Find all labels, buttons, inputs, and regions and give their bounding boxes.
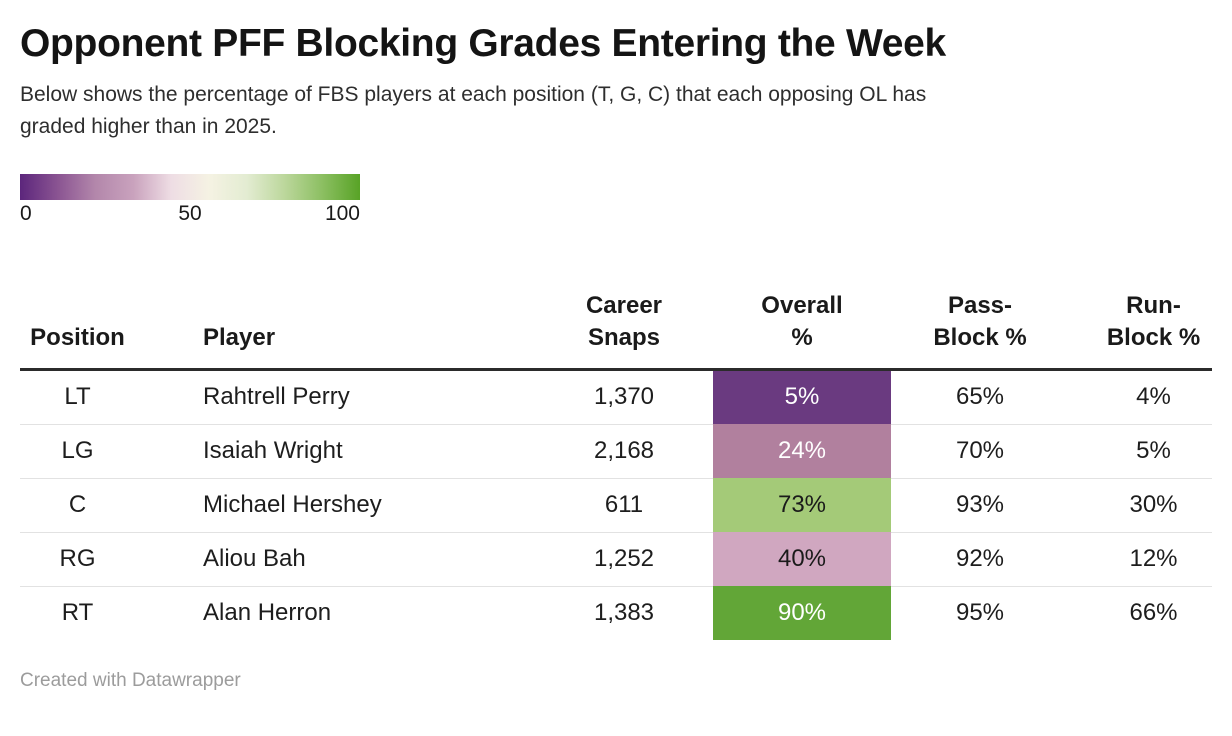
pass-block-cell: 93% bbox=[891, 478, 1069, 533]
run-block-cell: 4% bbox=[1069, 369, 1212, 425]
pass-block-cell: 92% bbox=[891, 532, 1069, 587]
legend-label-mid: 50 bbox=[178, 201, 202, 225]
position-cell: RG bbox=[20, 532, 135, 587]
blocking-grades-table: Position Player Career Snaps Overall % P… bbox=[20, 289, 1212, 640]
overall-pct-cell: 5% bbox=[713, 369, 891, 425]
player-cell: Rahtrell Perry bbox=[135, 369, 535, 425]
pass-block-cell: 70% bbox=[891, 424, 1069, 479]
position-cell: RT bbox=[61, 599, 94, 627]
table-row: RG Aliou Bah 1,252 40% 92% 12% bbox=[20, 532, 1212, 587]
legend-labels: 0 50 100 bbox=[20, 202, 360, 228]
overall-pct-cell: 40% bbox=[713, 532, 891, 587]
career-snaps-cell: 1,370 bbox=[535, 369, 713, 425]
column-header-player: Player bbox=[135, 289, 535, 371]
player-cell: Michael Hershey bbox=[135, 478, 535, 533]
page-subtitle: Below shows the percentage of FBS player… bbox=[20, 82, 927, 139]
position-cell: LT bbox=[20, 369, 135, 425]
run-block-cell: 5% bbox=[1069, 424, 1212, 479]
color-legend: 0 50 100 bbox=[20, 173, 360, 228]
column-header-run-block: Run- Block % bbox=[1069, 289, 1212, 371]
table-row: LT Rahtrell Perry 1,370 5% 65% 4% bbox=[20, 369, 1212, 425]
run-block-cell: 30% bbox=[1069, 478, 1212, 533]
career-snaps-cell: 1,383 bbox=[593, 599, 655, 627]
footer-credit: Created with Datawrapper bbox=[20, 669, 241, 691]
run-block-cell: 12% bbox=[1069, 532, 1212, 587]
overall-pct-cell: 73% bbox=[713, 478, 891, 533]
column-header-position: Position bbox=[20, 289, 135, 371]
position-cell: C bbox=[20, 478, 135, 533]
column-header-pass-block: Pass- Block % bbox=[891, 289, 1069, 371]
pass-block-cell: 95% bbox=[955, 599, 1005, 627]
career-snaps-cell: 1,252 bbox=[535, 532, 713, 587]
player-cell: Alan Herron bbox=[203, 599, 332, 627]
legend-label-min: 0 bbox=[20, 201, 32, 225]
table-row: RT Alan Herron 1,383 90% 95% 66% bbox=[20, 586, 1212, 640]
table-header-row: Position Player Career Snaps Overall % P… bbox=[20, 289, 1212, 371]
table-row: LG Isaiah Wright 2,168 24% 70% 5% bbox=[20, 424, 1212, 479]
overall-pct-cell: 24% bbox=[713, 424, 891, 479]
position-cell: LG bbox=[20, 424, 135, 479]
player-cell: Isaiah Wright bbox=[135, 424, 535, 479]
table-row: C Michael Hershey 611 73% 93% 30% bbox=[20, 478, 1212, 533]
column-header-career-snaps: Career Snaps bbox=[535, 289, 713, 371]
player-cell: Aliou Bah bbox=[135, 532, 535, 587]
table-body: LT Rahtrell Perry 1,370 5% 65% 4% LG Isaiah Wri… bbox=[20, 369, 1212, 640]
legend-label-max: 100 bbox=[324, 201, 360, 225]
pass-block-cell: 65% bbox=[891, 369, 1069, 425]
column-header-overall-pct: Overall % bbox=[713, 289, 891, 371]
overall-pct-cell: 90% bbox=[713, 586, 891, 640]
page-title: Opponent PFF Blocking Grades Entering th… bbox=[20, 22, 946, 65]
legend-gradient-bar bbox=[20, 173, 360, 200]
career-snaps-cell: 2,168 bbox=[535, 424, 713, 479]
run-block-cell: 66% bbox=[1129, 599, 1178, 627]
career-snaps-cell: 611 bbox=[535, 478, 713, 533]
chart-container: Opponent PFF Blocking Grades Entering th… bbox=[20, 22, 1212, 691]
